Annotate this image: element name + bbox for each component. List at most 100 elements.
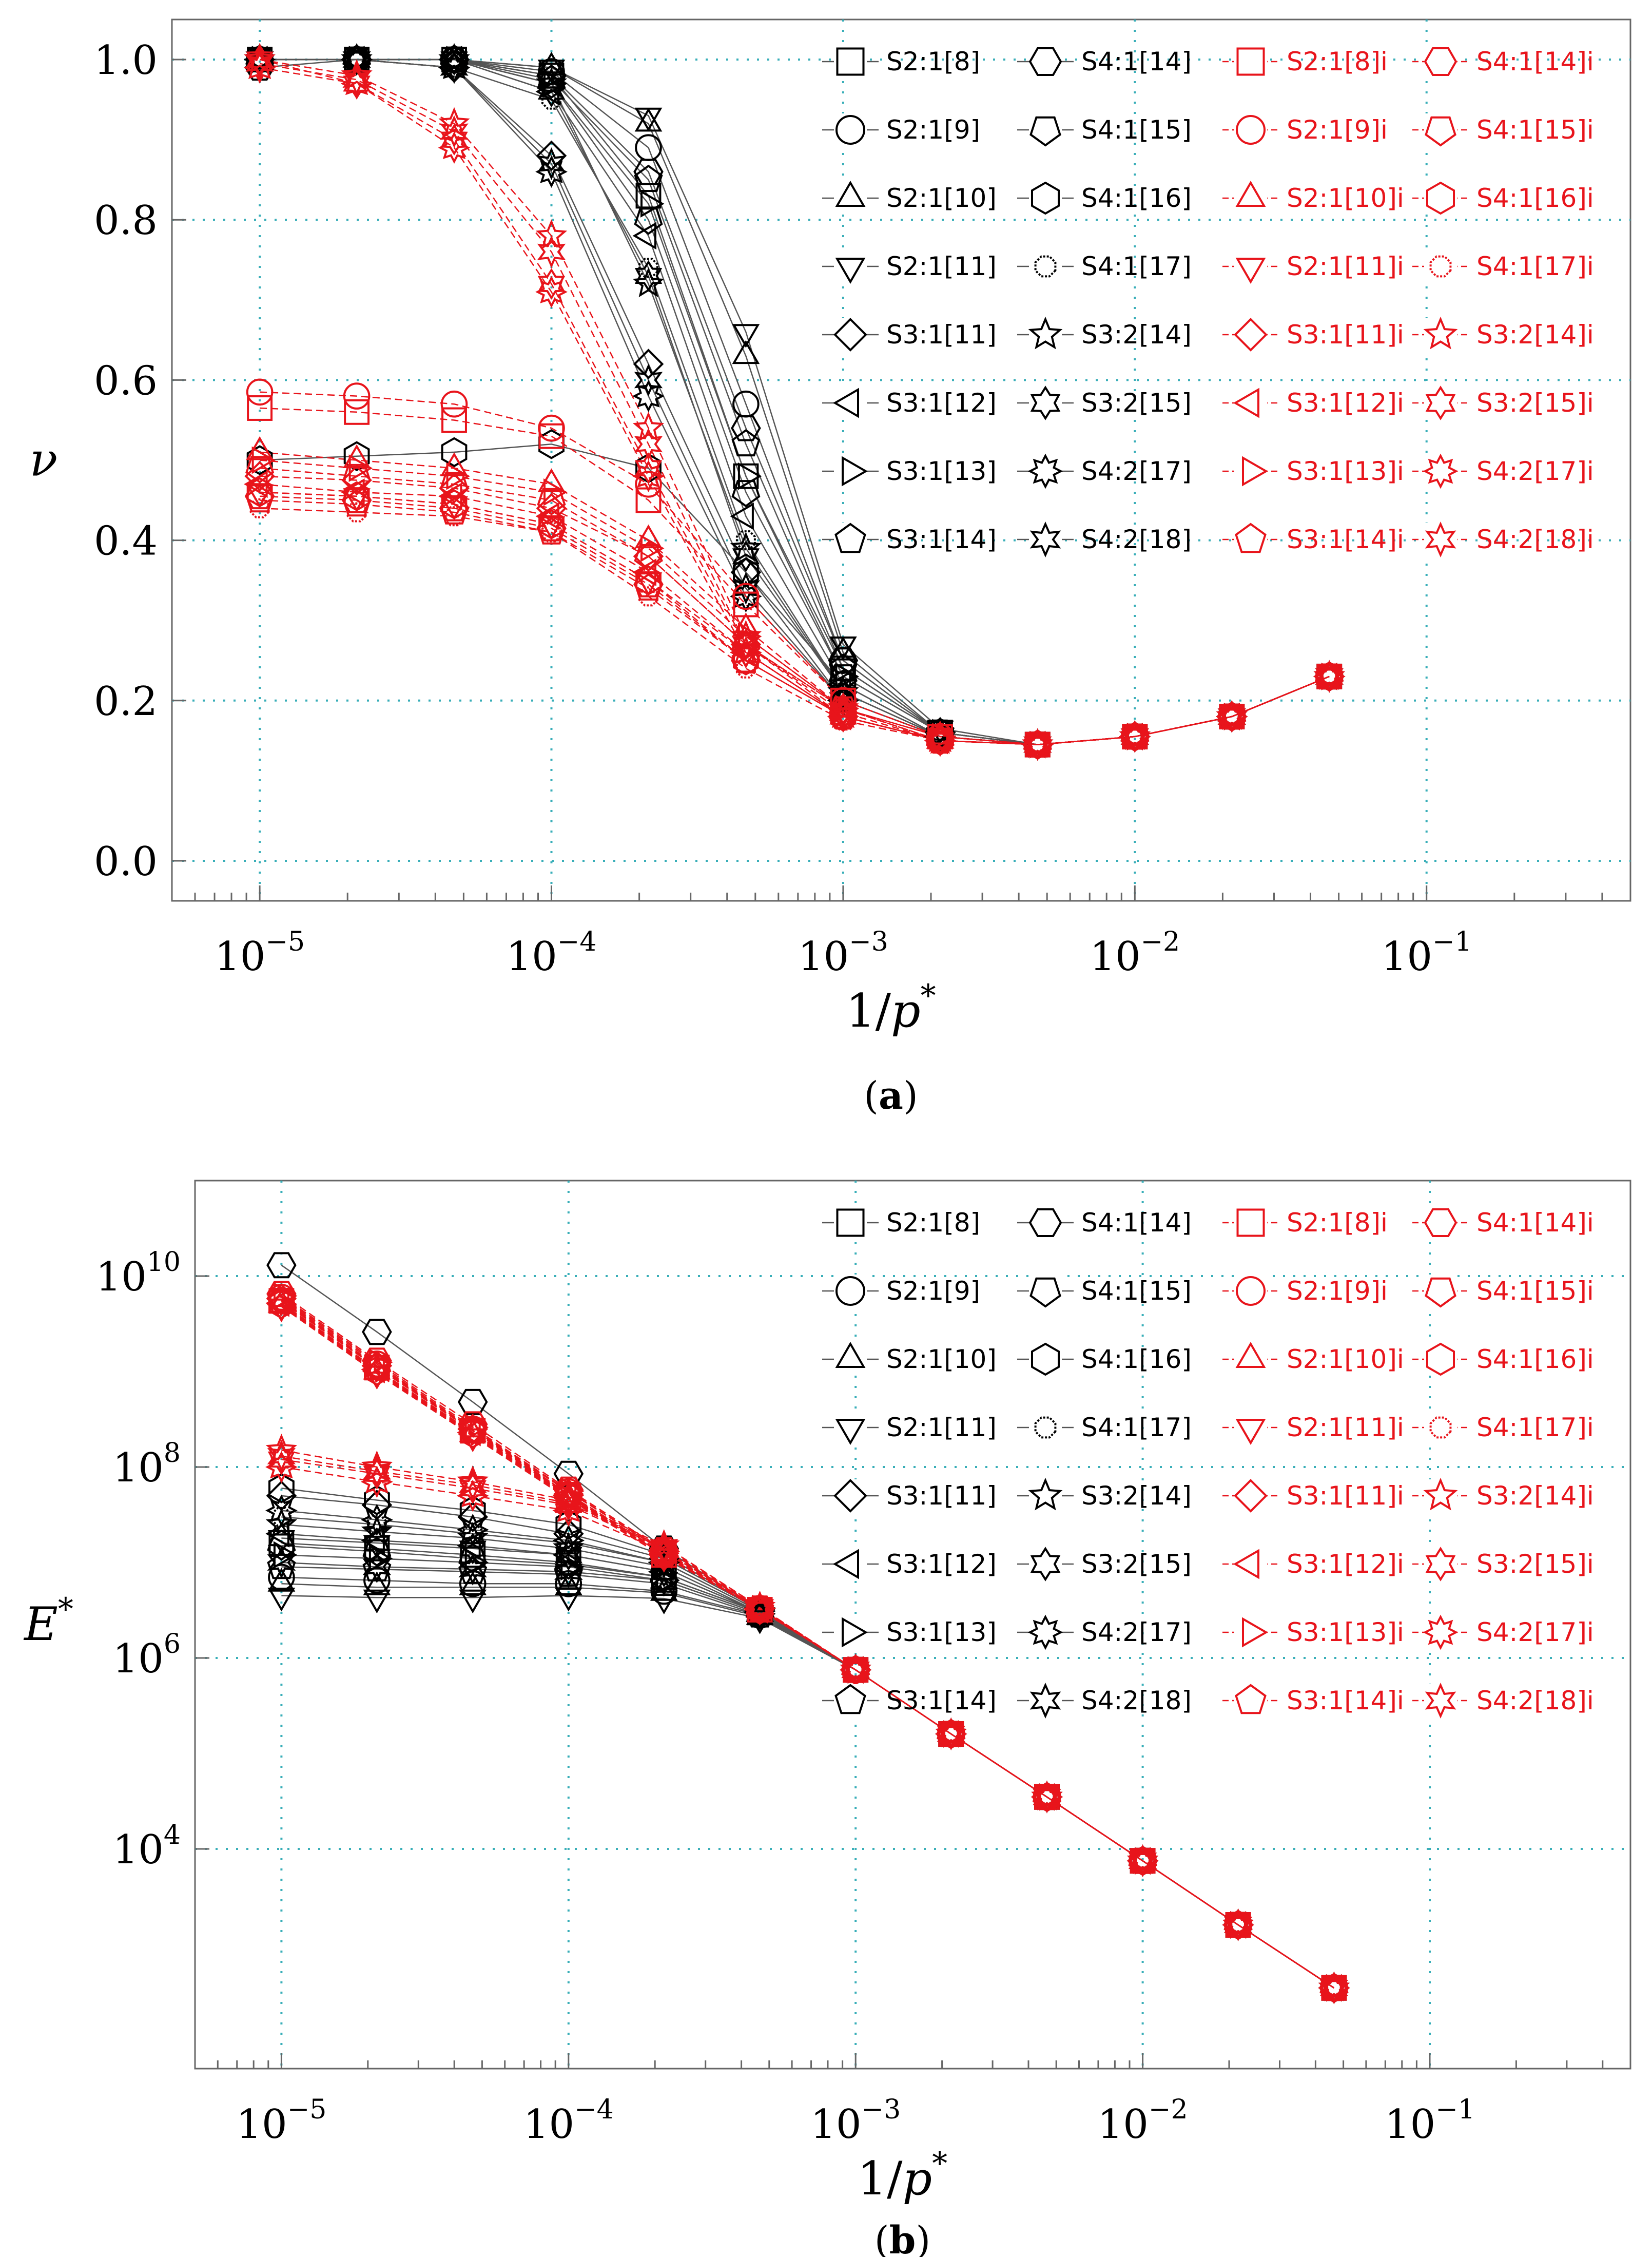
legend-label: S3:1[14]i: [1287, 525, 1404, 554]
data-point: [1319, 1971, 1349, 2004]
data-point: [732, 541, 760, 572]
data-point: [462, 1425, 483, 1445]
legend-marker: [833, 318, 867, 352]
series-line: [281, 1466, 1335, 1989]
legend: S2:1[8] S2:1[9] S2:1[10] S2:1[11] S3:1[11] S3…: [822, 1206, 1594, 1719]
legend-marker-bg: [1424, 250, 1457, 283]
legend-label: S4:2[17]: [1081, 1617, 1192, 1647]
legend-marker-bg: [1424, 45, 1457, 78]
data-point: [829, 696, 858, 729]
series-line: [281, 1537, 1335, 1989]
legend-marker: [1028, 316, 1063, 350]
legend-label: S3:1[14]i: [1287, 1686, 1404, 1715]
data-point: [633, 159, 664, 185]
legend-label: S4:1[17]i: [1476, 252, 1594, 281]
legend-label: S3:2[15]i: [1476, 388, 1594, 418]
legend-marker-bg: [1234, 523, 1267, 556]
legend-marker-bg: [834, 1616, 867, 1649]
data-point: [1120, 720, 1149, 753]
x-axis-label-var: p: [902, 2152, 932, 2206]
legend-marker: [1233, 1549, 1259, 1579]
legend-label: S3:2[14]i: [1476, 320, 1594, 350]
data-point: [733, 463, 759, 489]
data-point: [440, 44, 468, 75]
legend-marker: [1034, 255, 1057, 278]
data-point: [440, 124, 468, 156]
legend-marker-bg: [1029, 1206, 1062, 1239]
data-point: [827, 692, 859, 722]
data-point: [342, 464, 372, 492]
data-point: [265, 1451, 298, 1483]
legend-marker-bg: [1234, 250, 1267, 283]
legend-marker-bg: [834, 45, 867, 78]
data-point: [555, 1509, 582, 1540]
data-point: [537, 75, 566, 108]
x-tick-label: 10−5: [215, 927, 305, 980]
y-tick-label: 0.4: [94, 518, 158, 565]
data-point: [244, 460, 275, 492]
x-axis-label-var: p: [891, 984, 921, 1038]
legend-label: S2:1[10]i: [1287, 183, 1404, 213]
data-point: [366, 1362, 387, 1383]
legend-marker: [1034, 1416, 1057, 1439]
data-point: [633, 571, 664, 597]
data-point: [1217, 700, 1246, 733]
data-point: [926, 724, 955, 757]
data-point: [245, 456, 275, 484]
data-point: [441, 407, 467, 433]
legend-label: S3:1[12]i: [1287, 1549, 1404, 1579]
y-tick-label: 108: [113, 1438, 181, 1491]
legend-label: S2:1[11]i: [1287, 252, 1404, 281]
data-point: [342, 63, 371, 97]
data-point: [458, 1553, 487, 1586]
data-point: [456, 1513, 489, 1546]
legend-marker: [1027, 453, 1063, 489]
data-point: [635, 470, 662, 498]
legend-marker-bg: [834, 1343, 867, 1376]
data-point: [1128, 1844, 1157, 1878]
legend-label: S2:1[10]: [886, 183, 997, 213]
y-tick-label: 0.8: [94, 198, 158, 244]
legend-label: S3:1[11]: [886, 320, 997, 350]
data-point: [634, 428, 663, 461]
legend-marker: [1031, 181, 1060, 215]
data-point: [554, 1487, 583, 1520]
x-tick-label: 10−1: [1385, 2094, 1475, 2148]
legend-marker-bg: [1029, 1684, 1062, 1717]
legend-label: S2:1[10]: [886, 1344, 997, 1374]
x-axis-label-star: *: [932, 2146, 947, 2182]
series-line: [259, 63, 1330, 745]
legend-marker: [835, 115, 865, 145]
legend-label: S4:2[17]: [1081, 456, 1192, 486]
data-point: [638, 258, 658, 278]
legend-marker: [1029, 1277, 1061, 1308]
legend-marker-bg: [1424, 1411, 1457, 1444]
legend-label: S2:1[8]: [886, 47, 980, 76]
legend-marker: [1426, 181, 1455, 215]
legend-marker: [1425, 522, 1456, 557]
y-tick-label: 0.2: [94, 679, 158, 725]
legend-label: S4:2[17]i: [1476, 1617, 1594, 1647]
y-tick-label: 106: [113, 1629, 181, 1682]
series-group: [243, 43, 1346, 761]
legend-marker: [1236, 115, 1266, 145]
x-tick-label: 10−4: [507, 927, 597, 980]
data-point: [828, 647, 859, 674]
series-line: [281, 1459, 1335, 1989]
legend-label: S4:1[17]i: [1476, 1413, 1594, 1442]
x-tick-label: 10−1: [1382, 927, 1472, 980]
legend-marker-bg: [1424, 318, 1457, 351]
data-point: [267, 1533, 296, 1561]
legend-marker: [842, 1617, 868, 1648]
data-point: [441, 489, 468, 519]
x-tick-exponent: −3: [862, 2094, 901, 2125]
data-point: [555, 1481, 582, 1512]
data-point: [348, 454, 373, 482]
data-point: [731, 572, 761, 605]
data-point: [344, 399, 370, 425]
data-point: [538, 414, 565, 442]
data-point: [362, 1455, 392, 1488]
legend-marker: [1235, 181, 1266, 207]
legend-marker-bg: [1424, 1684, 1457, 1717]
data-point: [271, 1296, 291, 1316]
